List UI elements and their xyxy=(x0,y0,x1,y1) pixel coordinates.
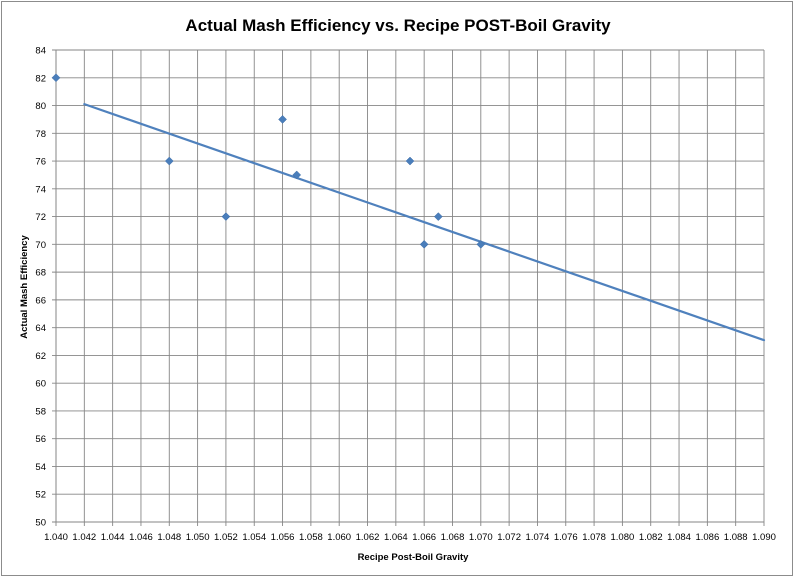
y-tick-label: 84 xyxy=(35,46,46,57)
data-point xyxy=(164,156,174,166)
y-tick-label: 76 xyxy=(35,157,46,168)
x-tick-label: 1.056 xyxy=(271,532,295,543)
y-tick-label: 56 xyxy=(35,434,46,445)
x-tick-label: 1.078 xyxy=(582,532,606,543)
y-tick-label: 68 xyxy=(35,268,46,279)
y-tick-label: 82 xyxy=(35,73,46,84)
x-tick-label: 1.060 xyxy=(327,532,351,543)
y-tick-label: 60 xyxy=(35,379,46,390)
y-tick-label: 74 xyxy=(35,184,46,195)
y-tick-label: 54 xyxy=(35,462,46,473)
data-point xyxy=(221,212,231,221)
y-tick-label: 78 xyxy=(35,129,46,140)
x-tick-label: 1.062 xyxy=(356,532,380,543)
x-tick-label: 1.076 xyxy=(554,532,578,543)
y-axis-label: Actual Mash Efficiency xyxy=(19,235,30,339)
data-point xyxy=(405,156,415,166)
trendline-line xyxy=(83,103,766,342)
y-tick-label: 62 xyxy=(35,351,46,362)
x-tick-label: 1.084 xyxy=(667,532,691,543)
x-tick-label: 1.068 xyxy=(441,532,465,543)
x-tick-label: 1.090 xyxy=(752,532,776,543)
x-tick-label: 1.070 xyxy=(469,532,493,543)
y-tick-label: 58 xyxy=(35,406,46,417)
data-point xyxy=(476,239,486,249)
x-axis-label: Recipe Post-Boil Gravity xyxy=(358,552,470,563)
chart-frame: Actual Mash Efficiency vs. Recipe POST-B… xyxy=(1,1,793,576)
x-tick-label: 1.048 xyxy=(157,532,181,543)
x-tick-label: 1.058 xyxy=(299,532,323,543)
trendline xyxy=(83,103,766,342)
y-tick-label: 66 xyxy=(35,295,46,306)
x-tick-label: 1.054 xyxy=(242,532,266,543)
chart-title: Actual Mash Efficiency vs. Recipe POST-B… xyxy=(185,16,611,35)
data-point xyxy=(51,73,61,83)
x-tick-label: 1.072 xyxy=(497,532,521,543)
y-tick-label: 80 xyxy=(35,101,46,112)
x-tick-label: 1.044 xyxy=(101,532,125,543)
y-tick-label: 64 xyxy=(35,323,46,334)
x-tick-label: 1.088 xyxy=(724,532,748,543)
y-tick-label: 70 xyxy=(35,240,46,251)
grid-lines xyxy=(52,49,765,526)
y-tick-label: 72 xyxy=(35,212,46,223)
x-tick-label: 1.086 xyxy=(695,532,719,543)
x-tick-label: 1.074 xyxy=(526,532,550,543)
data-point xyxy=(278,115,287,124)
x-tick-label: 1.050 xyxy=(186,532,210,543)
x-tick-label: 1.080 xyxy=(611,532,635,543)
x-tick-label: 1.046 xyxy=(129,532,153,543)
x-tick-label: 1.064 xyxy=(384,532,408,543)
y-tick-label: 50 xyxy=(35,518,46,529)
y-tick-label: 52 xyxy=(35,490,46,501)
data-points xyxy=(51,73,486,249)
x-tick-label: 1.082 xyxy=(639,532,663,543)
y-tick-labels: 50 52 54 56 58 60 62 64 66 68 70 72 74 76 78 80 82 84 xyxy=(35,46,46,529)
x-tick-label: 1.052 xyxy=(214,532,238,543)
data-point xyxy=(419,239,429,249)
x-tick-label: 1.066 xyxy=(412,532,436,543)
data-point xyxy=(292,170,302,180)
scatter-chart: Actual Mash Efficiency vs. Recipe POST-B… xyxy=(19,16,776,563)
x-tick-labels: 1.040 1.042 1.044 1.046 1.048 1.050 1.052 1.054… xyxy=(44,532,776,543)
data-point xyxy=(433,212,443,221)
x-tick-label: 1.040 xyxy=(44,532,68,543)
x-tick-label: 1.042 xyxy=(72,532,96,543)
axes xyxy=(55,50,764,523)
